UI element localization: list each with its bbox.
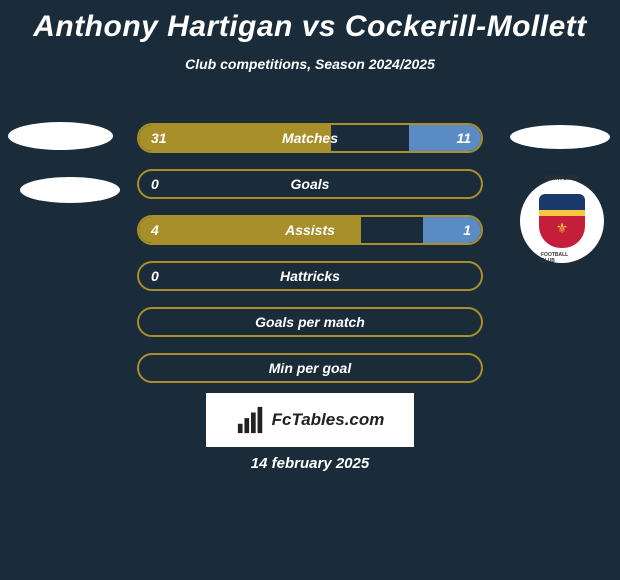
player2-logo-1: [510, 125, 610, 149]
stat-bar: Assists 4 1: [137, 215, 483, 245]
player2-crest: TAMWORTH ⚜ FOOTBALL CLUB: [520, 179, 604, 263]
brand-bars-icon: [236, 405, 266, 435]
stat-label: Goals: [291, 176, 330, 192]
date-text: 14 february 2025: [251, 455, 369, 472]
stat-bar: Goals 0: [137, 169, 483, 199]
stat-label: Matches: [282, 130, 338, 146]
stat-label: Assists: [285, 222, 335, 238]
stat-bar: Goals per match: [137, 307, 483, 337]
stat-value-left: 0: [151, 268, 159, 284]
subtitle: Club competitions, Season 2024/2025: [0, 56, 620, 72]
player1-logo-1: [8, 122, 113, 150]
stat-label: Goals per match: [255, 314, 365, 330]
stat-value-left: 31: [151, 130, 167, 146]
stat-value-right: 1: [463, 222, 471, 238]
stat-bar: Hattricks 0: [137, 261, 483, 291]
crest-bottom-text: FOOTBALL CLUB: [541, 252, 583, 264]
stat-label: Min per goal: [269, 360, 351, 376]
stat-value-left: 0: [151, 176, 159, 192]
footer-brand-badge: FcTables.com: [206, 393, 414, 447]
stat-value-left: 4: [151, 222, 159, 238]
stat-label: Hattricks: [280, 268, 340, 284]
footer-brand-text: FcTables.com: [272, 410, 385, 430]
stat-bar-fill-right: [423, 217, 481, 243]
crest-top-text: TAMWORTH: [544, 176, 579, 182]
crest-shield: ⚜: [539, 194, 585, 248]
stat-bar: Min per goal: [137, 353, 483, 383]
stat-bar: Matches 31 11: [137, 123, 483, 153]
page-title: Anthony Hartigan vs Cockerill-Mollett: [0, 0, 620, 44]
player1-logo-2: [20, 177, 120, 203]
stat-value-right: 11: [456, 130, 471, 146]
stats-bars-container: Matches3111Goals0Assists41Hattricks0Goal…: [137, 123, 483, 399]
